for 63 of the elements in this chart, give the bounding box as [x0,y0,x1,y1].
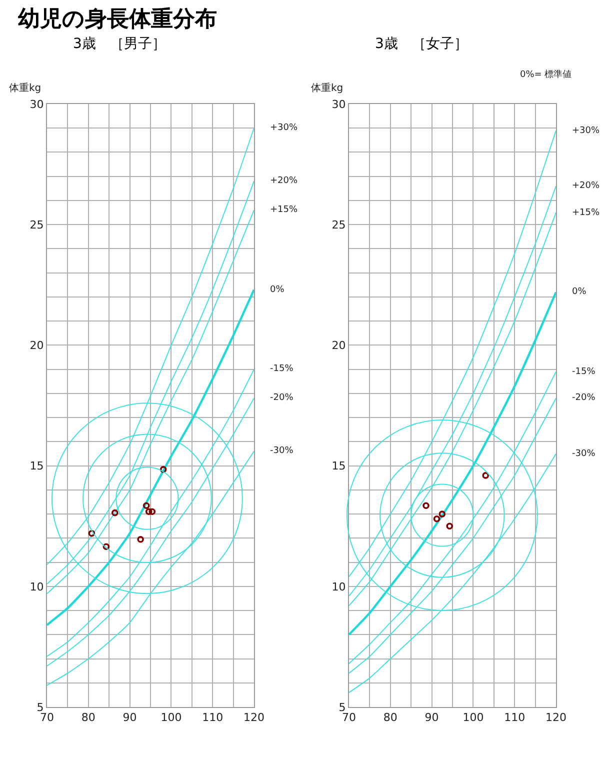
point [422,502,430,509]
x-tick-label: 70 [40,711,54,724]
y-tick-label: 20 [30,339,44,352]
y-tick-label: 10 [30,580,44,594]
point [88,530,96,537]
series-label: +30% [572,126,600,136]
chart-title: 3歳 ［女子］ [375,36,468,52]
series-label: -30% [572,449,596,459]
point [142,502,150,509]
point [433,515,440,522]
series-label: 0% [572,287,587,297]
point [160,466,167,473]
line-series [47,450,254,686]
point [446,522,453,530]
x-tick-label: 80 [81,711,96,724]
x-tick-label: 110 [202,711,224,724]
point [148,508,156,516]
point [137,536,144,543]
point [145,508,152,516]
x-tick-label: 70 [342,711,356,724]
point [112,509,118,516]
line-series [47,288,254,626]
y-tick-label: 30 [30,98,44,111]
line-series [349,130,556,578]
x-tick-label: 110 [504,711,526,724]
y-tick-label: 5 [36,700,44,714]
y-tick-label: 15 [332,460,346,473]
x-tick-label: 80 [383,711,398,724]
y-tick-label: 25 [30,218,44,232]
series-label: +15% [572,208,600,218]
y-tick-label: 5 [338,700,346,714]
text: 0%= 標準値 [520,69,572,80]
point [438,510,446,518]
series-label: +20% [270,176,298,186]
y-tick-label: 10 [332,580,346,594]
x-tick-label: 120 [546,711,566,724]
line-series [349,291,556,636]
x-tick-label: 90 [122,711,137,724]
y-tick-label: 20 [332,339,346,352]
series-label: 0% [270,285,285,295]
x-tick-label: 100 [160,711,182,724]
line-series [47,128,254,566]
y-axis-title: 体重kg [311,82,344,94]
line-series [349,453,556,694]
chart-subtitle: 3歳 ［男子］ [73,36,166,52]
series-label: -15% [270,364,294,374]
series-label: -15% [572,367,596,377]
x-tick-label: 120 [244,711,264,724]
y-tick-label: 30 [332,98,346,111]
series-label: -20% [270,393,294,403]
chart-title: 幼児の身長体重分布 [18,6,217,34]
y-tick-label: 25 [332,218,346,232]
point [482,472,490,479]
series-label: +30% [270,123,298,133]
x-tick-label: 100 [462,711,484,724]
series-label: -20% [572,393,596,403]
point [102,543,110,550]
y-axis-title: 体重kg [9,82,42,94]
series-label: -30% [270,446,294,456]
x-tick-label: 90 [424,711,439,724]
series-label: +20% [572,181,600,191]
series-label: +15% [270,205,298,215]
y-tick-label: 15 [30,460,44,473]
